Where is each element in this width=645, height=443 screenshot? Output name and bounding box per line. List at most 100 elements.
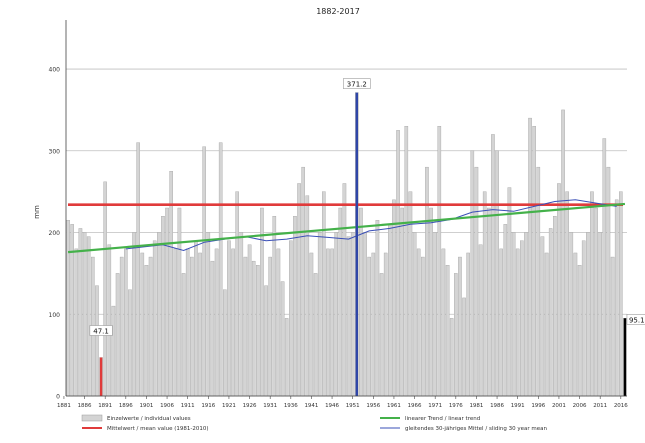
bar [82,232,87,397]
x-tick-label: 1926 [243,403,257,409]
x-tick-label: 2006 [573,403,587,409]
bar [491,134,495,397]
annotation-label: 371.2 [347,81,367,89]
bar [247,244,252,397]
bar [433,232,437,397]
legend-label: linearer Trend / linear trend [405,416,480,422]
bar [478,244,483,397]
bar [338,207,343,397]
bar [223,289,227,397]
y-tick-label: 200 [49,230,61,237]
y-tick-label: 300 [49,148,61,155]
annotation-box [343,78,371,89]
x-tick-label: 1931 [263,403,277,409]
bar [507,187,512,397]
bar [487,207,491,397]
bar [598,232,602,397]
bar [107,244,112,397]
lines [67,199,626,254]
x-tick-label: 1936 [284,403,298,409]
bar [581,240,586,397]
x-tick-label: 1891 [98,403,112,409]
bar [544,252,549,397]
bar [243,256,248,397]
x-tick-label: 1996 [531,403,545,409]
trend-line [67,202,626,254]
bar [553,215,557,397]
bar [577,265,582,397]
bar [449,318,454,397]
bar [256,265,260,397]
bar [144,265,149,397]
bar [218,142,223,397]
x-tick-label: 1946 [325,403,339,409]
bar [313,273,318,397]
bar [334,232,338,397]
bar [173,248,178,397]
bar [280,281,285,397]
bar [520,240,524,397]
bar [524,232,528,397]
bar [165,207,169,397]
x-tick-label: 1971 [428,403,442,409]
annotation-label: 47.1 [93,328,109,336]
bar [371,252,376,397]
y-axis-label: mm [33,205,41,219]
bar [602,138,607,397]
bar [606,166,611,397]
bar [610,256,615,397]
bar [346,236,351,397]
bar [573,252,578,397]
bar [367,256,371,397]
bar [70,224,74,397]
bar [284,318,289,397]
bar [441,248,446,397]
bar [103,181,107,397]
x-tick-label: 1901 [139,403,153,409]
x-tick-label: 2011 [593,403,607,409]
bar [301,166,305,397]
bar [330,248,334,397]
bar [74,248,79,397]
bar [140,252,145,397]
bar [363,232,367,397]
bar [124,248,128,397]
bar [536,166,541,397]
annotation-box [626,314,645,325]
legend: Einzelwerte / individual values linearer … [81,414,547,432]
bar [181,273,186,397]
bar [548,228,553,397]
bar [359,207,363,397]
bar [297,183,301,397]
chart-subtitle: 1882-2017 [316,7,360,16]
x-tick-label: 1916 [201,403,215,409]
bar [152,240,157,397]
x-tick-label: 1986 [490,403,504,409]
bar [594,207,598,397]
bar [66,220,70,397]
bar [569,232,574,397]
bar [128,289,132,397]
x-tick-label: 1886 [78,403,92,409]
bar [499,248,503,397]
bar [350,232,355,397]
bar [210,260,215,397]
annotations: 47.1 371.2 95.1 [89,78,645,396]
bar [305,195,310,397]
bar [495,150,499,397]
bar [177,207,182,397]
x-tick-label: 2016 [614,403,628,409]
bar [383,252,388,397]
bar [437,126,442,397]
bar [272,215,277,397]
x-tick-label: 1961 [387,403,401,409]
bar [111,305,116,397]
y-tick-label: 100 [49,312,61,319]
x-tick-label: 1981 [469,403,483,409]
bar [309,252,314,397]
bar [375,220,380,397]
bar [515,248,520,397]
bar [421,256,425,397]
bar [470,150,475,397]
